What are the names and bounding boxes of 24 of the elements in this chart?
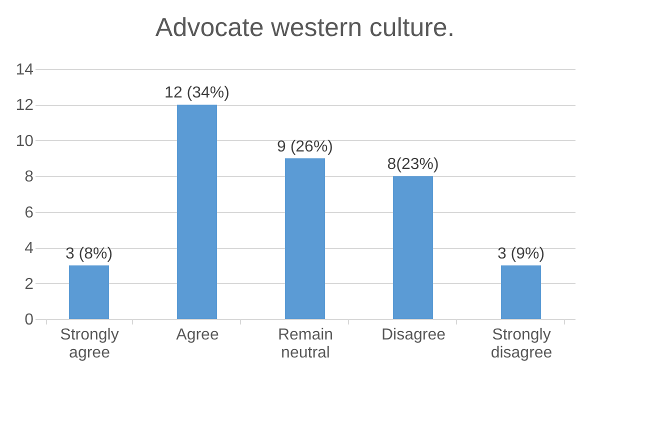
bar <box>501 265 541 319</box>
y-tick-label: 6 <box>24 204 34 222</box>
y-tick-label: 12 <box>16 97 34 114</box>
y-tick-label: 14 <box>16 62 34 78</box>
data-label: 8(23%) <box>387 156 439 174</box>
data-label: 3 (8%) <box>65 245 113 262</box>
x-tick-label: Strongly disagree <box>490 326 552 362</box>
y-tick-label: 2 <box>24 276 34 293</box>
bar <box>285 158 325 319</box>
bar <box>69 265 109 319</box>
bar <box>177 104 217 319</box>
x-tick-label: Strongly agree <box>60 326 119 362</box>
data-label: 9 (26%) <box>276 138 334 156</box>
y-tick-label: 4 <box>24 240 34 258</box>
y-tick-label: 8 <box>24 168 34 186</box>
y-tick-label: 0 <box>24 312 34 328</box>
chart-title: Advocate western culture. <box>155 12 455 42</box>
bar <box>393 176 433 319</box>
data-label: 12 (34%) <box>164 84 230 102</box>
data-label: 3 (9%) <box>497 245 545 262</box>
y-tick-label: 10 <box>16 132 34 150</box>
x-tick-label: Disagree <box>381 326 446 344</box>
x-tick-label: Remain neutral <box>278 326 334 362</box>
x-tick-label: Agree <box>176 326 219 344</box>
